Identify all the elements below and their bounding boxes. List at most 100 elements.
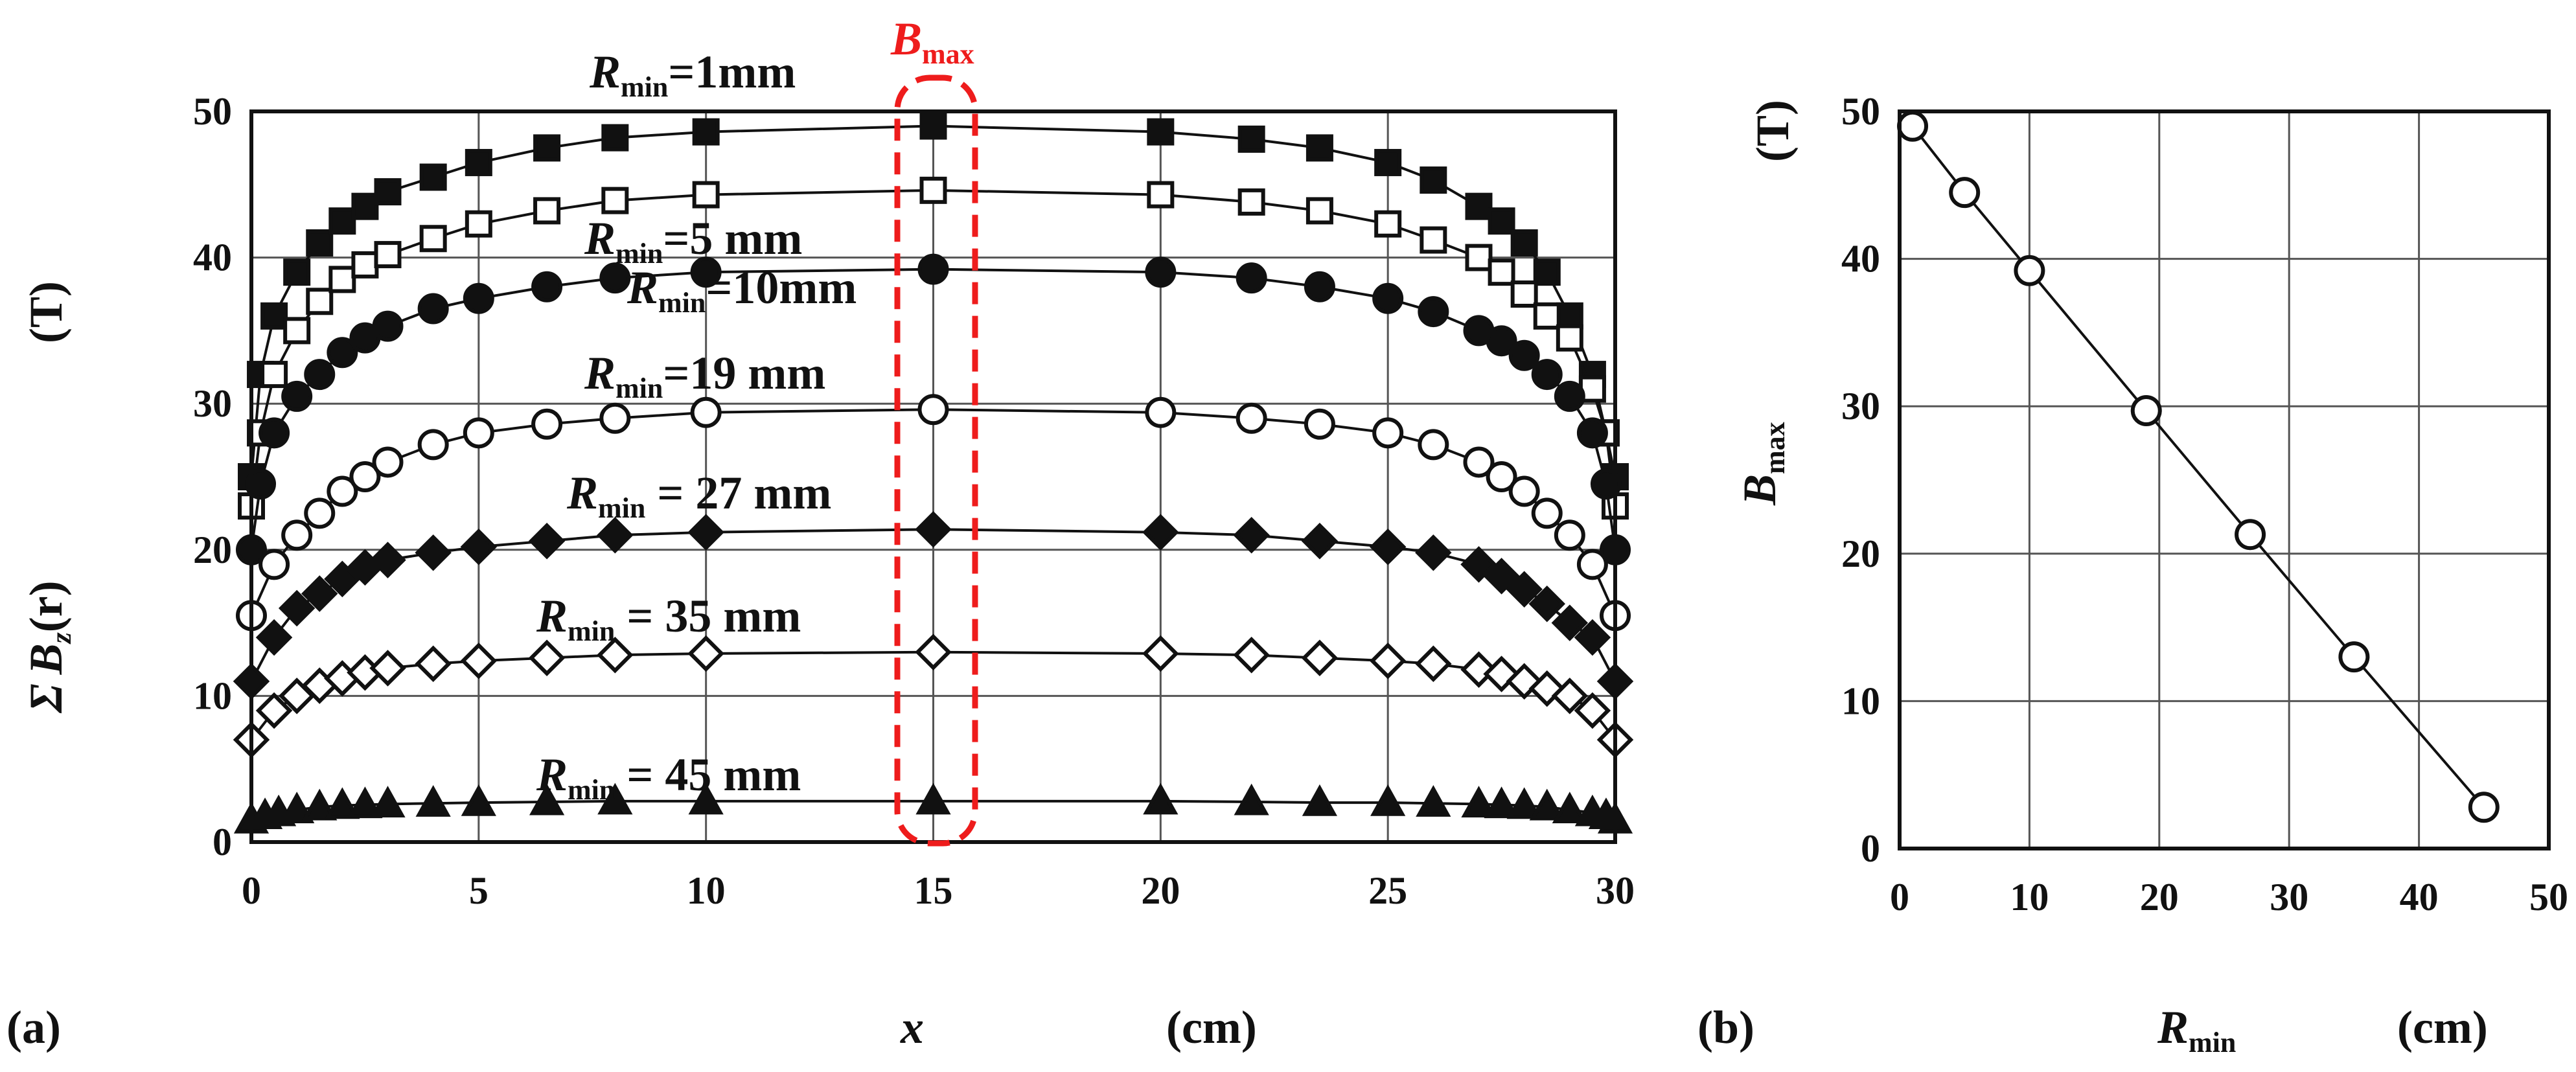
panel-a-data-point [1236, 402, 1267, 434]
panel-a-data-point [372, 446, 404, 478]
panel-a-data-point [328, 207, 356, 235]
panel-a-data-point [599, 402, 631, 434]
panel-a-data-point [1533, 302, 1561, 330]
panel-b-y-tick-label: 30 [1841, 385, 1880, 428]
panel-a-data-point [1552, 792, 1587, 823]
panel-a-data-point [1506, 571, 1543, 608]
panel-a-data-point [351, 251, 379, 279]
panel-a-data-point [1554, 380, 1585, 412]
panel-a-data-point [919, 112, 947, 140]
panel-a-data-point [419, 225, 447, 253]
panel-a-data-point [690, 257, 722, 288]
panel-a-data-point [1372, 417, 1404, 449]
panel-a-data-point [601, 124, 629, 152]
series-label-rmin-1mm: Rmin=1mm [589, 46, 796, 103]
panel-b-series-line [1911, 125, 2485, 808]
panel-b-x-tick-label: 40 [2400, 876, 2439, 918]
panel-a-data-point [281, 519, 313, 551]
panel-a-data-point [597, 782, 633, 815]
panel-a-data-point [1302, 784, 1338, 816]
panel-a-data-point [327, 475, 358, 507]
panel-a-data-point [917, 394, 949, 426]
panel-a-data-point [1465, 244, 1493, 271]
panel-a-data-point [1574, 692, 1611, 729]
panel-b-series [1897, 110, 2500, 823]
panel-a-data-point [1508, 475, 1540, 507]
panel-a-data-point [1145, 257, 1177, 288]
panel-a-data-point [531, 408, 563, 440]
panel-a-data-point [304, 359, 336, 391]
panel-b-data-point [2130, 395, 2162, 427]
panel-a-data-point [915, 782, 951, 815]
panel-b-data-point [2014, 255, 2045, 286]
panel-b-x-label: Rmin [2157, 1001, 2236, 1058]
panel-a-data-point [529, 783, 565, 815]
panel-a-data-point [1374, 148, 1402, 176]
panel-a-data-point [1574, 619, 1611, 656]
panel-a-x-unit: (cm) [1166, 1001, 1257, 1053]
panel-b-series-0 [1897, 110, 2500, 823]
series-label-rmin-19mm: Rmin=19 mm [584, 347, 825, 404]
panel-a-data-point [1142, 514, 1179, 551]
panel-a-data-point [1418, 429, 1449, 461]
panel-a-tag: (a) [6, 1001, 61, 1053]
panel-a: 0 5 10 15 20 25 30 0 10 20 30 40 50 Bmax Rmin=1mm R… [6, 13, 1635, 1053]
panel-a-data-point [415, 534, 452, 571]
panel-a-data-point [1415, 534, 1452, 571]
panel-a-data-point [1304, 408, 1335, 440]
panel-a-data-point [1531, 497, 1563, 529]
panel-b-y-tick-label: 10 [1841, 679, 1880, 722]
panel-a-data-point [1529, 788, 1565, 821]
panel-a-data-point [1576, 417, 1608, 449]
panel-a-data-point [1510, 229, 1538, 257]
panel-a-data-point [259, 417, 290, 449]
panel-a-y-unit: (T) [20, 281, 72, 343]
panel-a-data-point [690, 396, 722, 428]
panel-a-data-point [601, 187, 629, 214]
series-label-rmin-35mm: Rmin = 35 mm [536, 590, 801, 647]
panel-a-data-point [1486, 325, 1517, 357]
panel-a-data-point [369, 650, 406, 687]
panel-a-data-point [1506, 787, 1542, 819]
panel-a-data-point [279, 792, 315, 823]
panel-a-x-label: x [900, 1001, 924, 1053]
panel-a-data-point [1528, 586, 1565, 622]
panel-a-data-point [1304, 271, 1335, 302]
panel-a-data-point [417, 293, 449, 325]
panel-a-data-point [915, 633, 952, 670]
panel-a-data-point [597, 516, 634, 554]
panel-a-data-point [1576, 549, 1608, 580]
panel-a-data-point [327, 337, 358, 369]
bmax-highlight-label: Bmax [890, 13, 974, 70]
panel-a-data-point [324, 560, 361, 598]
panel-a-data-point [349, 461, 381, 492]
panel-a-y-tick-label: 50 [193, 90, 232, 133]
panel-b-y-tick-label: 0 [1861, 827, 1880, 870]
panel-a-data-point [1590, 468, 1622, 500]
panel-a-series [233, 112, 1634, 834]
panel-a-data-point [347, 786, 383, 819]
panel-a-y-tick-label: 10 [193, 674, 232, 717]
panel-a-data-point [465, 148, 492, 176]
panel-a-data-point [1418, 296, 1449, 328]
panel-a-data-point [1488, 207, 1515, 235]
panel-a-data-point [283, 317, 311, 345]
panel-a-data-point [688, 782, 724, 815]
panel-b-tag: (b) [1697, 1001, 1754, 1053]
panel-a-data-point [531, 271, 563, 302]
panel-b-y-label: Bmax [1734, 422, 1791, 506]
panel-a-data-point [1551, 678, 1589, 714]
panel-a-data-point [463, 282, 494, 314]
panel-a-data-point [369, 542, 406, 578]
panel-a-series-2 [236, 253, 1631, 565]
panel-a-data-point [1465, 192, 1493, 220]
panel-a-data-point [1142, 635, 1179, 672]
panel-a-x-tick-label: 25 [1368, 869, 1407, 912]
panel-b-x-ticks: 0 10 20 30 40 50 [1890, 876, 2568, 918]
panel-a-data-point [1237, 188, 1265, 216]
series-label-rmin-5mm: Rmin=5 mm [584, 212, 802, 269]
panel-a-y-tick-label: 0 [213, 821, 232, 863]
panel-a-data-point [915, 510, 952, 548]
panel-a-x-tick-label: 15 [914, 869, 953, 912]
panel-a-data-point [1508, 339, 1540, 371]
